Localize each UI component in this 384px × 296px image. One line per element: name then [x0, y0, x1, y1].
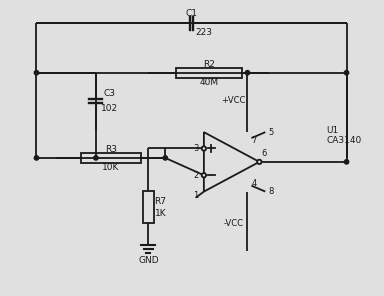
Text: 223: 223 [195, 28, 212, 37]
Text: 1: 1 [193, 191, 199, 200]
Bar [175, 68, 242, 78]
Circle shape [245, 70, 250, 75]
Text: 6: 6 [262, 149, 267, 158]
Circle shape [163, 156, 167, 160]
Circle shape [34, 156, 39, 160]
Bar [143, 191, 154, 223]
Text: 1K: 1K [154, 209, 166, 218]
Text: +VCC: +VCC [222, 96, 246, 105]
Text: R2: R2 [203, 60, 215, 69]
Text: 7: 7 [252, 136, 257, 144]
Text: C3: C3 [104, 89, 116, 98]
Text: CA3140: CA3140 [327, 136, 362, 144]
Bar [81, 153, 141, 163]
Circle shape [202, 146, 206, 151]
Text: 102: 102 [101, 104, 118, 113]
Text: U1: U1 [327, 126, 339, 135]
Text: 3: 3 [193, 144, 199, 153]
Text: 5: 5 [269, 128, 274, 137]
Circle shape [344, 160, 349, 164]
Text: -VCC: -VCC [223, 219, 243, 228]
Text: 8: 8 [268, 187, 274, 196]
Circle shape [34, 70, 39, 75]
Text: GND: GND [138, 256, 159, 266]
Circle shape [94, 156, 98, 160]
Text: R7: R7 [154, 197, 166, 207]
Circle shape [344, 70, 349, 75]
Circle shape [202, 173, 206, 177]
Text: 10K: 10K [102, 163, 119, 172]
Text: 4: 4 [252, 179, 257, 188]
Text: R3: R3 [105, 145, 117, 155]
Text: 2: 2 [193, 171, 199, 180]
Circle shape [257, 160, 262, 164]
Text: C1: C1 [185, 9, 197, 18]
Text: 40M: 40M [199, 78, 218, 87]
